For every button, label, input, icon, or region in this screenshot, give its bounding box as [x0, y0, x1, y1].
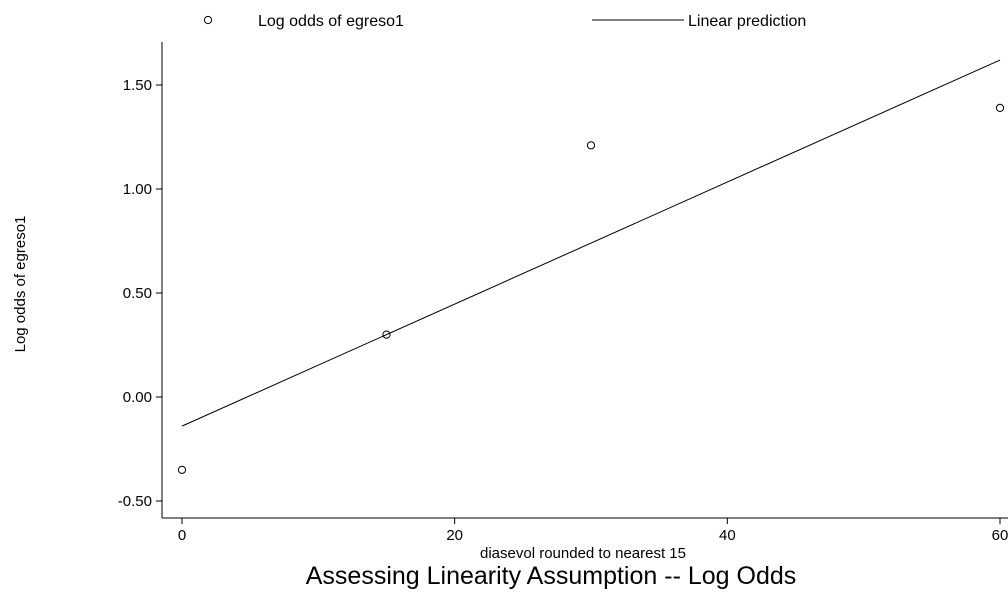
- x-tick-label: 60: [992, 527, 1008, 544]
- legend-marker-scatter: [203, 15, 213, 25]
- x-tick-label: 40: [719, 527, 736, 544]
- y-axis-label: Log odds of egreso1: [12, 216, 29, 353]
- legend-label-scatter: Log odds of egreso1: [258, 13, 404, 30]
- scatter-point: [177, 465, 187, 474]
- y-tick-label: 0.00: [123, 389, 152, 406]
- y-ticks: -0.50 0.00 0.50 1.00 1.50: [118, 77, 162, 510]
- y-tick-label: -0.50: [118, 493, 152, 510]
- x-tick-label: 20: [446, 527, 463, 544]
- x-tick-label: 0: [178, 527, 186, 544]
- y-tick-label: 0.50: [123, 285, 152, 302]
- legend-label-line: Linear prediction: [688, 13, 806, 30]
- legend: Log odds of egreso1 Linear prediction: [203, 13, 806, 30]
- x-ticks: 0 20 40 60: [178, 518, 1008, 544]
- scatter-point: [995, 103, 1005, 112]
- y-tick-label: 1.50: [123, 77, 152, 94]
- y-tick-label: 1.00: [123, 181, 152, 198]
- plot-area: [177, 59, 1005, 474]
- linear-prediction-line: [181, 59, 1001, 427]
- chart-title: Assessing Linearity Assumption -- Log Od…: [306, 562, 797, 590]
- scatter-point: [586, 141, 596, 150]
- x-axis-label: diasevol rounded to nearest 15: [480, 545, 686, 562]
